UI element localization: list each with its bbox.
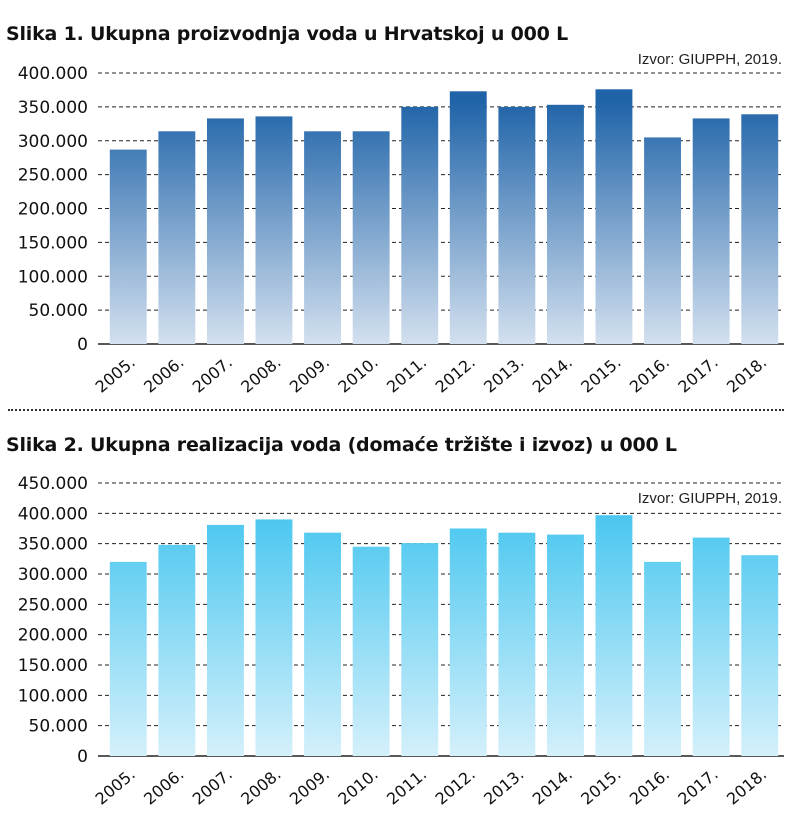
chart-2-x-tick-label: 2016. — [626, 765, 673, 809]
chart-1-bar-2017 — [692, 118, 730, 345]
chart-2-bar-2012 — [449, 528, 487, 756]
chart-2-bar-2011 — [401, 543, 439, 756]
chart-1-bar-2018 — [741, 114, 779, 344]
chart-1-bar-2013 — [498, 106, 536, 345]
chart-2-y-tick-label: 450.000 — [18, 474, 88, 494]
chart-2-y-tick-label: 50.000 — [29, 717, 88, 737]
chart-2-bar-2014 — [547, 534, 584, 756]
chart-2-x-tick-label: 2006. — [140, 765, 187, 809]
chart-1-bar-2011 — [401, 106, 439, 345]
chart-1-y-tick-label: 300.000 — [18, 132, 88, 152]
chart-1-y-tick-label: 400.000 — [18, 64, 88, 84]
chart-1-bar-2007 — [207, 118, 244, 345]
chart-1-bar-2012 — [449, 91, 487, 344]
chart-2-y-tick-label: 250.000 — [18, 595, 88, 615]
chart-1-y-tick-label: 250.000 — [18, 166, 88, 186]
chart-2-title: Slika 2. Ukupna realizacija voda (domaće… — [6, 434, 677, 456]
chart-2-y-tick-label: 200.000 — [18, 626, 88, 646]
chart-2-bar-2013 — [498, 532, 536, 756]
chart-1-bar-2006 — [158, 131, 196, 344]
chart-2-y-tick-label: 400.000 — [18, 504, 88, 524]
chart-1-bar-2015 — [595, 89, 633, 344]
chart-2-bar-2017 — [692, 537, 730, 756]
chart-2-bar-2015 — [595, 515, 633, 756]
chart-2-bar-2009 — [304, 532, 341, 756]
chart-1-bar-2014 — [547, 104, 584, 344]
chart-separator — [8, 409, 784, 411]
chart-1-title: Slika 1. Ukupna proizvodnja voda u Hrvat… — [6, 23, 569, 45]
chart-1-y-tick-label: 200.000 — [18, 200, 88, 220]
chart-1-y-tick-label: 0 — [77, 335, 88, 355]
chart-1-y-tick-label: 150.000 — [18, 233, 88, 253]
chart-2-bar-2016 — [644, 561, 681, 756]
chart-1-plot: 0 50.000 100.000 150.000 200.000 250.000 300.0… — [18, 64, 784, 397]
chart-2-y-tick-label: 350.000 — [18, 535, 88, 555]
chart-2-x-tick-label: 2012. — [432, 765, 479, 809]
chart-2-x-tick-label: 2007. — [189, 765, 236, 809]
chart-2-bar-2005 — [109, 561, 147, 756]
chart-1-bar-2010 — [352, 131, 390, 344]
chart-2-bar-2006 — [158, 544, 196, 756]
chart-2-y-tick-label: 100.000 — [18, 686, 88, 706]
chart-2-x-tick-label: 2009. — [286, 765, 333, 809]
chart-2-x-tick-label: 2013. — [480, 765, 527, 809]
chart-1-bar-2008 — [255, 116, 293, 345]
chart-2-y-tick-label: 150.000 — [18, 656, 88, 676]
chart-2-y-tick-label: 300.000 — [18, 565, 88, 585]
chart-2-bar-2018 — [741, 555, 779, 756]
chart-1-bar-2016 — [644, 137, 681, 344]
chart-2-x-tick-label: 2005. — [92, 765, 139, 809]
chart-2-x-tick-label: 2015. — [577, 765, 624, 809]
chart-1-y-tick-label: 50.000 — [29, 301, 88, 321]
chart-2-x-tick-label: 2008. — [237, 765, 284, 809]
chart-1-y-tick-label: 100.000 — [18, 267, 88, 287]
chart-2-x-tick-label: 2017. — [674, 765, 721, 809]
chart-2-x-tick-label: 2010. — [334, 765, 381, 809]
chart-1-y-tick-label: 350.000 — [18, 98, 88, 118]
chart-2-bar-2007 — [207, 524, 244, 756]
chart-2-bar-2008 — [255, 519, 293, 756]
chart-1-source: Izvor: GIUPPH, 2019. — [637, 51, 782, 68]
chart-2-x-tick-label: 2011. — [383, 765, 430, 809]
chart-1-bar-2009 — [304, 131, 341, 344]
chart-2-bar-2010 — [352, 546, 390, 756]
chart-1-bar-2005 — [109, 149, 147, 344]
chart-2-x-tick-label: 2014. — [529, 765, 576, 809]
chart-2-x-tick-label: 2018. — [723, 765, 770, 809]
chart-2-source: Izvor: GIUPPH, 2019. — [637, 490, 782, 507]
chart-2-y-tick-label: 0 — [77, 747, 88, 767]
